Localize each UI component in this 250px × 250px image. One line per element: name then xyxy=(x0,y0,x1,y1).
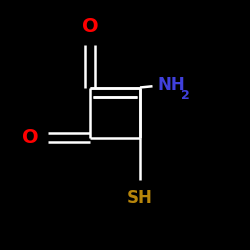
Text: O: O xyxy=(82,17,98,36)
Text: 2: 2 xyxy=(181,89,190,102)
Text: O: O xyxy=(22,128,39,147)
Text: NH: NH xyxy=(158,76,185,94)
Text: SH: SH xyxy=(127,189,153,207)
